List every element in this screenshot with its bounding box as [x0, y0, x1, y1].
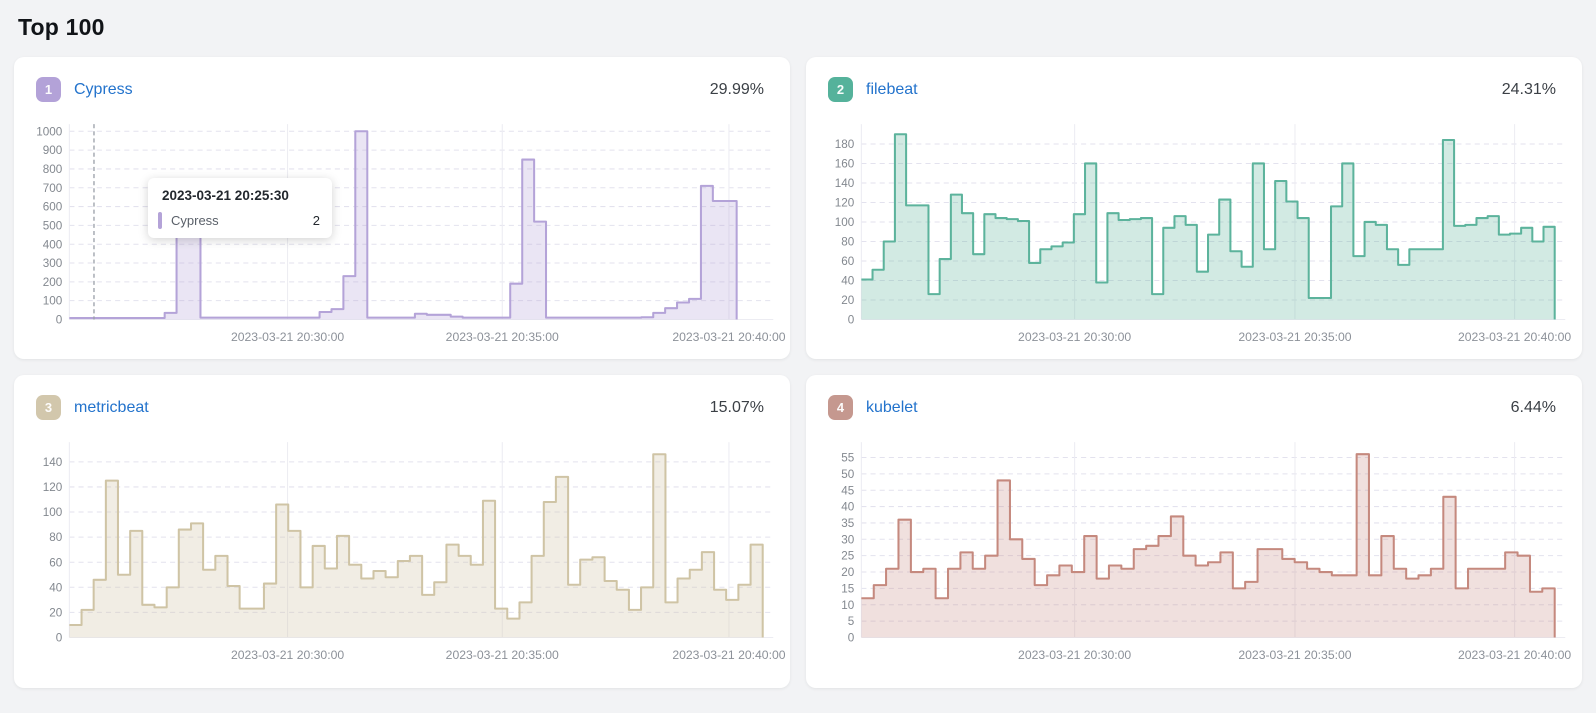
svg-text:20: 20 — [841, 294, 855, 307]
svg-text:30: 30 — [841, 533, 855, 546]
svg-text:2023-03-21 20:40:00: 2023-03-21 20:40:00 — [672, 330, 785, 344]
card-header: 2 filebeat 24.31% — [806, 57, 1582, 106]
svg-text:140: 140 — [835, 177, 855, 190]
chart-tooltip: 2023-03-21 20:25:30 Cypress 2 — [148, 178, 332, 238]
svg-text:0: 0 — [848, 632, 855, 645]
svg-text:180: 180 — [835, 138, 855, 151]
svg-text:20: 20 — [841, 566, 855, 579]
svg-text:50: 50 — [841, 468, 855, 481]
percent-value: 29.99% — [709, 80, 764, 98]
svg-text:45: 45 — [841, 484, 855, 497]
svg-text:100: 100 — [835, 216, 855, 229]
svg-text:2023-03-21 20:30:00: 2023-03-21 20:30:00 — [1018, 648, 1131, 662]
page-title: Top 100 — [18, 14, 105, 40]
svg-text:140: 140 — [43, 456, 63, 469]
rank-badge: 1 — [36, 77, 61, 102]
svg-text:2023-03-21 20:30:00: 2023-03-21 20:30:00 — [231, 648, 344, 662]
chart-area: 0 5 10 15 20 25 30 35 40 45 50 55 2023-03-21 20:30:0… — [806, 424, 1582, 668]
tooltip-title: 2023-03-21 20:25:30 — [162, 188, 289, 203]
svg-text:5: 5 — [848, 615, 855, 628]
step-area-chart[interactable]: 0 20 40 60 80 100 120 140 160 180 2023-03-21 20:30… — [816, 114, 1574, 350]
step-area-chart[interactable]: 0 100 200 300 400 500 600 700 800 900 1000 2023-03-… — [24, 114, 786, 350]
svg-text:80: 80 — [49, 531, 63, 544]
svg-text:55: 55 — [841, 452, 855, 465]
tooltip-series-value: 2 — [312, 213, 320, 228]
svg-text:300: 300 — [43, 257, 63, 270]
svg-text:35: 35 — [841, 517, 855, 530]
svg-text:2023-03-21 20:35:00: 2023-03-21 20:35:00 — [446, 330, 559, 344]
card-header: 4 kubelet 6.44% — [806, 375, 1582, 424]
svg-text:15: 15 — [841, 582, 855, 595]
card-header: 1 Cypress 29.99% — [14, 57, 790, 106]
step-area-chart[interactable]: 0 20 40 60 80 100 120 140 2023-03-21 20:30:00 202… — [24, 432, 786, 668]
svg-text:800: 800 — [43, 163, 63, 176]
svg-text:2023-03-21 20:40:00: 2023-03-21 20:40:00 — [672, 648, 785, 662]
svg-text:400: 400 — [43, 238, 63, 251]
tooltip-series-label: Cypress — [171, 213, 219, 228]
chart-name-link[interactable]: kubelet — [866, 398, 918, 416]
svg-text:200: 200 — [43, 276, 63, 289]
svg-text:2023-03-21 20:30:00: 2023-03-21 20:30:00 — [231, 330, 344, 344]
chart-name-link[interactable]: filebeat — [866, 80, 918, 98]
rank-badge: 2 — [828, 77, 853, 102]
svg-text:10: 10 — [841, 599, 855, 612]
svg-text:600: 600 — [43, 201, 63, 214]
chart-name-link[interactable]: metricbeat — [74, 398, 149, 416]
svg-text:2023-03-21 20:35:00: 2023-03-21 20:35:00 — [446, 648, 559, 662]
rank-badge: 4 — [828, 395, 853, 420]
dashboard-page: Top 100 1 Cypress 29.99% 0 100 200 300 400 50… — [14, 14, 1582, 688]
svg-text:60: 60 — [49, 556, 63, 569]
svg-text:900: 900 — [43, 144, 63, 157]
svg-text:0: 0 — [56, 632, 63, 645]
svg-text:40: 40 — [841, 275, 855, 288]
rank-badge: 3 — [36, 395, 61, 420]
svg-text:120: 120 — [43, 481, 63, 494]
percent-value: 24.31% — [1501, 80, 1556, 98]
svg-text:100: 100 — [43, 295, 63, 308]
svg-text:2023-03-21 20:40:00: 2023-03-21 20:40:00 — [1458, 330, 1571, 344]
percent-value: 15.07% — [709, 398, 764, 416]
chart-card-filebeat: 2 filebeat 24.31% 0 20 40 60 80 100 120 140 160 1… — [806, 57, 1582, 359]
charts-grid: 1 Cypress 29.99% 0 100 200 300 400 500 600 700 8… — [14, 57, 1582, 688]
tooltip-series-swatch — [158, 212, 162, 229]
svg-text:40: 40 — [49, 581, 63, 594]
svg-text:2023-03-21 20:35:00: 2023-03-21 20:35:00 — [1238, 648, 1351, 662]
chart-card-kubelet: 4 kubelet 6.44% 0 5 10 15 20 25 30 35 40 45 50 55 20… — [806, 375, 1582, 688]
svg-text:100: 100 — [43, 506, 63, 519]
svg-text:160: 160 — [835, 158, 855, 171]
percent-value: 6.44% — [1510, 398, 1556, 416]
svg-text:20: 20 — [49, 606, 63, 619]
chart-card-cypress: 1 Cypress 29.99% 0 100 200 300 400 500 600 700 8… — [14, 57, 790, 359]
chart-name-link[interactable]: Cypress — [74, 80, 133, 98]
card-header: 3 metricbeat 15.07% — [14, 375, 790, 424]
svg-text:120: 120 — [835, 197, 855, 210]
chart-card-metricbeat: 3 metricbeat 15.07% 0 20 40 60 80 100 120 140 20… — [14, 375, 790, 688]
chart-area: 0 20 40 60 80 100 120 140 160 180 2023-03-21 20:30… — [806, 106, 1582, 350]
svg-text:0: 0 — [56, 314, 63, 327]
svg-text:60: 60 — [841, 255, 855, 268]
svg-text:40: 40 — [841, 501, 855, 514]
tooltip-row: Cypress 2 — [158, 210, 322, 231]
svg-text:500: 500 — [43, 219, 63, 232]
svg-text:1000: 1000 — [36, 125, 63, 138]
chart-area: 0 20 40 60 80 100 120 140 2023-03-21 20:30:00 202… — [14, 424, 790, 668]
step-area-chart[interactable]: 0 5 10 15 20 25 30 35 40 45 50 55 2023-03-21 20:30:0… — [816, 432, 1574, 668]
svg-text:80: 80 — [841, 236, 855, 249]
svg-text:2023-03-21 20:35:00: 2023-03-21 20:35:00 — [1238, 330, 1351, 344]
svg-text:0: 0 — [848, 314, 855, 327]
svg-text:25: 25 — [841, 550, 855, 563]
svg-text:700: 700 — [43, 182, 63, 195]
chart-area: 0 100 200 300 400 500 600 700 800 900 1000 2023-03-… — [14, 106, 790, 350]
svg-text:2023-03-21 20:30:00: 2023-03-21 20:30:00 — [1018, 330, 1131, 344]
svg-text:2023-03-21 20:40:00: 2023-03-21 20:40:00 — [1458, 648, 1571, 662]
